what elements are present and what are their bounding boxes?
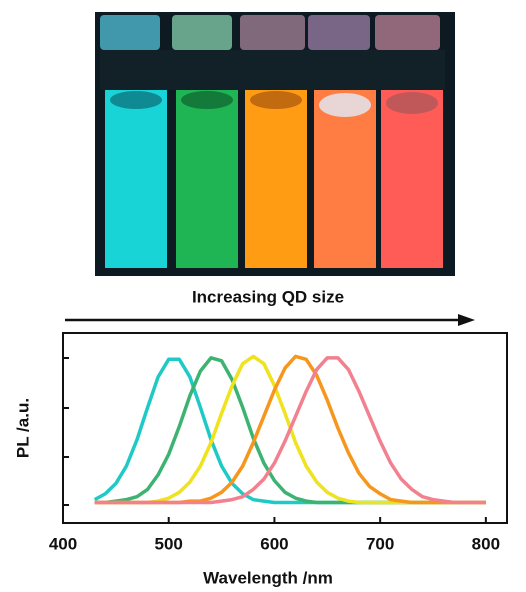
plot-frame (62, 332, 508, 524)
x-tick-label: 700 (366, 534, 394, 553)
x-tick-label: 800 (472, 534, 500, 553)
x-axis-label: Wavelength /nm (203, 568, 333, 587)
annotation: Increasing QD size (192, 287, 344, 306)
x-tick-label: 600 (260, 534, 288, 553)
x-tick-label: 400 (49, 534, 77, 553)
x-tick-label: 500 (155, 534, 183, 553)
line-series (94, 356, 486, 505)
arrow-head (458, 314, 475, 326)
y-axis-label: PL /a.u. (13, 398, 32, 458)
photo (95, 12, 455, 276)
y-ticks (63, 357, 69, 506)
